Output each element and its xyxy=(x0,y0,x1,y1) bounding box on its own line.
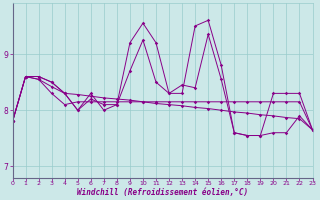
X-axis label: Windchill (Refroidissement éolien,°C): Windchill (Refroidissement éolien,°C) xyxy=(77,188,248,197)
